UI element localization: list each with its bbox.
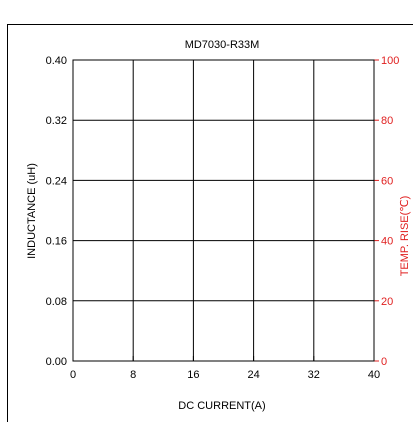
- y-tick-label: 0.00: [46, 356, 67, 368]
- y2-tick-label: 20: [381, 296, 393, 308]
- x-tick-label: 16: [187, 369, 199, 381]
- y-axis-title: INDUCTANCE (uH): [26, 163, 38, 259]
- plot-area: [72, 59, 375, 362]
- y-tick-label: 0.16: [46, 236, 67, 248]
- y2-tick-label: 40: [381, 236, 393, 248]
- x-tick-label: 40: [368, 369, 380, 381]
- x-tick-label: 0: [70, 369, 76, 381]
- y-tick-label: 0.24: [46, 175, 67, 187]
- chart-title: MD7030-R33M: [185, 39, 260, 51]
- y-tick-label: 0.32: [46, 115, 67, 127]
- chart-frame: [7, 24, 413, 422]
- y-tick-label: 0.08: [46, 296, 67, 308]
- x-tick-label: 8: [130, 369, 136, 381]
- y-tick-label: 0.40: [46, 55, 67, 67]
- y2-tick-label: 100: [381, 55, 399, 67]
- grid: [72, 59, 379, 362]
- y2-axis-title: TEMP. RISE(℃): [399, 196, 411, 277]
- x-tick-label: 32: [308, 369, 320, 381]
- x-axis-title: DC CURRENT(A): [178, 400, 265, 412]
- y2-tick-label: 60: [381, 175, 393, 187]
- y2-tick-label: 0: [381, 356, 387, 368]
- x-tick-label: 24: [247, 369, 259, 381]
- tick-labels: 0 8 16 24 32 40 0.00 0.08 0.16 0.24 0.32 0.40 0 20 40 6…: [46, 55, 400, 381]
- y2-tick-label: 80: [381, 115, 393, 127]
